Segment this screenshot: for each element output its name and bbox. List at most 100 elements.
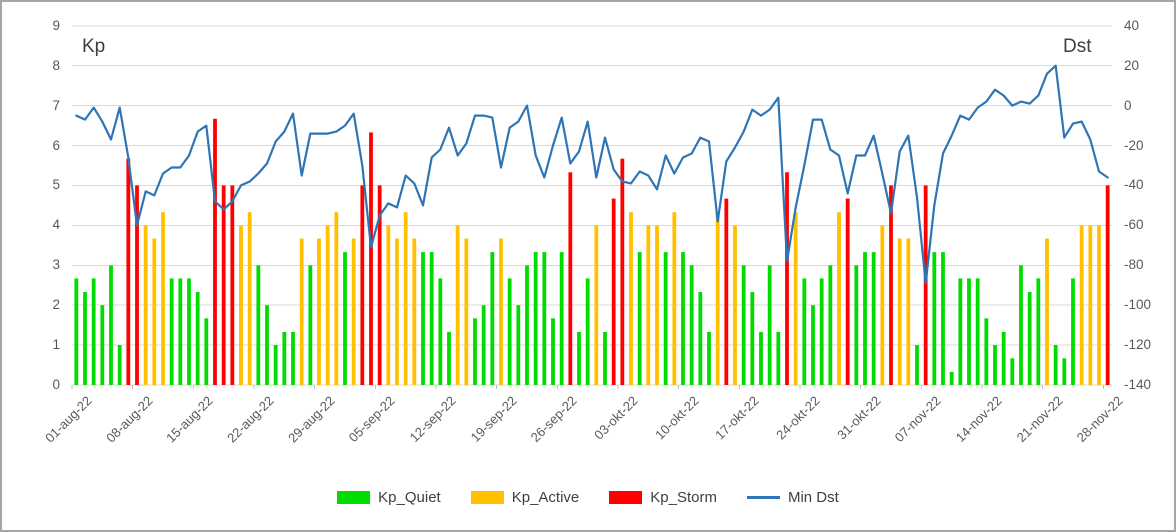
- left-axis-tick-label: 5: [52, 177, 60, 193]
- kp-bar-quiet: [187, 278, 191, 385]
- kp-bar-active: [351, 238, 356, 385]
- legend: Kp_Quiet Kp_Active Kp_Storm Min Dst: [2, 489, 1174, 506]
- kp-bar-active: [1079, 225, 1084, 385]
- kp-bar-quiet: [802, 278, 807, 385]
- kp-bar-quiet: [429, 252, 434, 385]
- kp-bar-quiet: [282, 331, 287, 385]
- kp-bar-quiet: [975, 278, 980, 385]
- kp-bar-active: [403, 212, 408, 385]
- kp-bar-quiet: [117, 345, 122, 385]
- kp-bar-storm: [213, 118, 217, 386]
- kp-bar-quiet: [1019, 265, 1023, 385]
- left-axis-tick-label: 6: [52, 137, 60, 153]
- kp-bar-active: [733, 225, 737, 385]
- kp-bar-storm: [377, 185, 382, 385]
- kp-bar-quiet: [490, 252, 495, 385]
- kp-bar-storm: [568, 172, 573, 385]
- kp-bar-quiet: [542, 252, 547, 385]
- right-axis-tick-label: -40: [1124, 177, 1144, 193]
- kp-bar-active: [247, 212, 252, 385]
- kp-bar-quiet: [481, 305, 486, 385]
- right-axis-title: Dst: [1063, 36, 1092, 57]
- kp-bar-quiet: [767, 265, 772, 385]
- kp-bar-quiet: [109, 265, 113, 385]
- min-dst-line: [75, 64, 1109, 285]
- kp-bar-active: [672, 212, 677, 385]
- right-axis-tick-label: -100: [1124, 297, 1152, 313]
- kp-bar-quiet: [854, 265, 859, 385]
- kp-bar-storm: [785, 172, 789, 385]
- legend-item-min-dst: Min Dst: [746, 489, 839, 506]
- kp-active-swatch: [470, 491, 504, 504]
- kp-bar-quiet: [100, 305, 105, 385]
- kp-bar-storm: [135, 185, 139, 385]
- kp-bar-storm: [620, 158, 625, 385]
- kp-bar-quiet: [533, 252, 538, 385]
- kp-bar-quiet: [828, 265, 833, 385]
- kp-bar-storm: [360, 185, 365, 385]
- kp-bar-active: [655, 225, 659, 385]
- kp-bar-quiet: [195, 292, 200, 385]
- kp-bar-active: [594, 225, 599, 385]
- kp-bar-quiet: [473, 318, 477, 385]
- kp-bar-quiet: [750, 292, 755, 385]
- kp-bar-quiet: [819, 278, 824, 385]
- kp-bar-storm: [126, 158, 131, 385]
- kp-bar-storm: [611, 198, 616, 385]
- min-dst-line-swatch: [746, 496, 780, 499]
- kp-bar-quiet: [811, 305, 815, 385]
- kp-bar-active: [1097, 225, 1101, 385]
- kp-bar-active: [317, 238, 321, 385]
- kp-bar-active: [299, 238, 304, 385]
- kp-bar-active: [646, 225, 651, 385]
- kp-bar-quiet: [967, 278, 971, 385]
- kp-bar-active: [499, 238, 503, 385]
- kp-bar-quiet: [1071, 278, 1075, 385]
- kp-bar-quiet: [343, 252, 347, 385]
- kp-bar-quiet: [1027, 292, 1032, 385]
- legend-label: Kp_Active: [511, 489, 580, 506]
- kp-bar-quiet: [577, 331, 581, 385]
- kp-bar-active: [793, 212, 798, 385]
- kp-bar-quiet: [551, 318, 555, 385]
- kp-bar-quiet: [915, 345, 919, 385]
- kp-bar-quiet: [178, 278, 183, 385]
- kp-bar-quiet: [507, 278, 512, 385]
- kp-bar-quiet: [707, 331, 711, 385]
- left-axis-tick-label: 0: [52, 377, 60, 392]
- kp-bar-quiet: [863, 252, 867, 385]
- kp-bar-active: [386, 225, 391, 385]
- kp-bar-storm: [889, 185, 893, 385]
- kp-bar-quiet: [603, 331, 607, 385]
- kp-bar-active: [325, 225, 330, 385]
- kp-bar-storm: [923, 185, 928, 385]
- kp-bar-storm: [845, 198, 850, 385]
- right-axis-tick-label: -60: [1124, 217, 1144, 233]
- kp-bar-quiet: [759, 331, 763, 385]
- kp-bar-active: [1088, 225, 1093, 385]
- kp-bar-quiet: [1062, 358, 1067, 385]
- kp-bar-quiet: [1001, 331, 1006, 385]
- kp-bar-active: [395, 238, 399, 385]
- kp-bar-quiet: [871, 252, 876, 385]
- right-axis-tick-label: -20: [1124, 137, 1144, 153]
- kp-bar-quiet: [265, 305, 269, 385]
- legend-item-kp-storm: Kp_Storm: [609, 489, 717, 506]
- right-axis-tick-label: 20: [1124, 57, 1140, 73]
- kp-bar-quiet: [663, 252, 668, 385]
- kp-bar-quiet: [689, 265, 694, 385]
- left-axis-tick-label: 1: [52, 337, 60, 353]
- kp-bar-quiet: [83, 292, 87, 385]
- kp-bar-storm: [230, 185, 235, 385]
- kp-bar-quiet: [698, 292, 703, 385]
- kp-bar-storm: [724, 198, 729, 385]
- kp-bar-active: [906, 238, 911, 385]
- legend-label: Kp_Quiet: [378, 489, 441, 506]
- kp-bar-quiet: [941, 252, 945, 385]
- right-axis-tick-label: -140: [1124, 377, 1152, 392]
- kp-bar-quiet: [741, 265, 746, 385]
- kp-storm-swatch: [609, 491, 643, 504]
- kp-bar-quiet: [204, 318, 209, 385]
- kp-bar-quiet: [949, 371, 954, 385]
